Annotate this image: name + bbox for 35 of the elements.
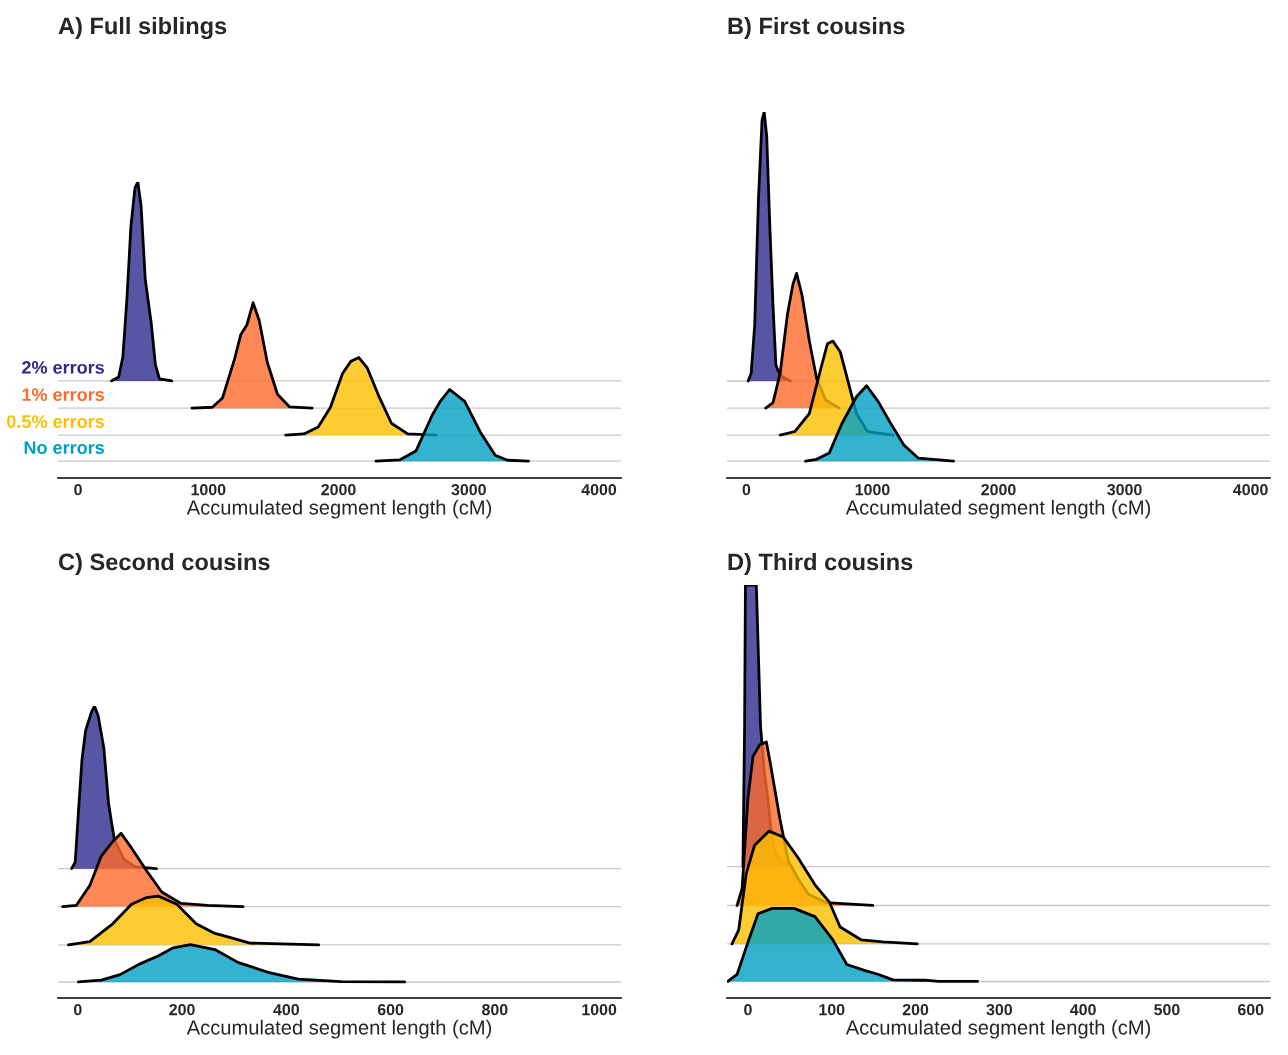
x-tick-label: 200 xyxy=(169,1003,195,1016)
x-tick-label: 400 xyxy=(273,1003,299,1016)
text: No errors xyxy=(24,441,104,455)
x-axis-title: Accumulated segment length (cM) xyxy=(186,499,492,519)
text: 0.5% errors xyxy=(7,415,104,428)
x-tick-label: 200 xyxy=(902,1003,929,1016)
x-tick-label: 4000 xyxy=(1233,483,1268,496)
chart-title: A) Full siblings xyxy=(58,16,227,40)
x-tick-label: 0 xyxy=(74,483,82,496)
x-tick-label: 0 xyxy=(742,483,751,496)
x-tick-label: 2000 xyxy=(321,483,356,496)
x-tick-label: 4000 xyxy=(581,483,617,496)
x-tick-label: 600 xyxy=(377,1003,404,1016)
series-label: 2% errors xyxy=(22,361,104,374)
chart-title: B) First cousins xyxy=(728,17,905,40)
x-tick-label: 800 xyxy=(482,1003,508,1016)
x-axis-title: Accumulated segment length (cM) xyxy=(186,1019,492,1039)
x-tick-label: 400 xyxy=(1070,1003,1096,1016)
x-tick-label: 0 xyxy=(744,1003,752,1016)
x-axis-title: Accumulated segment length (cM) xyxy=(845,1019,1151,1039)
x-tick-label: 2000 xyxy=(981,483,1016,496)
x-tick-label: 500 xyxy=(1154,1003,1180,1016)
x-tick-label: 600 xyxy=(1237,1003,1264,1016)
x-tick-label: 0 xyxy=(74,1003,82,1016)
chart-title: D) Third cousins xyxy=(728,552,913,576)
x-tick-label: 1000 xyxy=(582,1003,617,1016)
x-tick-label: 1000 xyxy=(855,483,890,496)
text: 1% errors xyxy=(22,388,104,402)
x-axis-title: Accumulated segment length (cM) xyxy=(845,499,1151,519)
x-tick-label: 3000 xyxy=(1107,483,1142,496)
x-tick-label: 1000 xyxy=(191,483,226,496)
x-tick-label: 100 xyxy=(819,1003,845,1016)
x-tick-label: 300 xyxy=(986,1003,1013,1016)
x-tick-label: 3000 xyxy=(451,483,486,496)
chart-title: C) Second cousins xyxy=(58,552,270,576)
